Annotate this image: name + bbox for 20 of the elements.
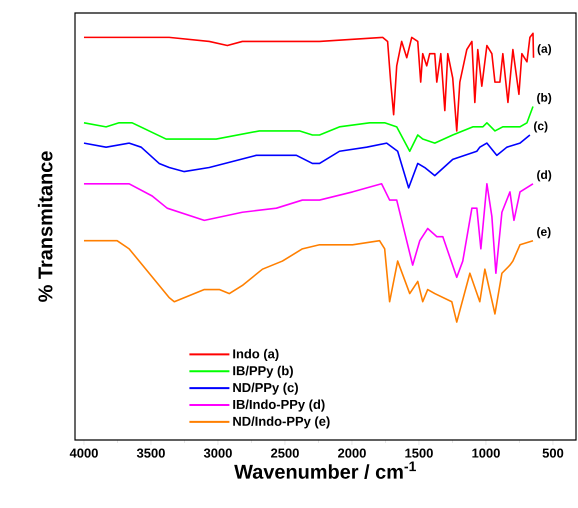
x-axis-title: Wavenumber / cm$^{-1}$: [234, 462, 416, 480]
y-axis-title: % Transmitance: [38, 151, 52, 302]
legend-label: IB/PPy (b): [233, 366, 293, 378]
x-tick-label: 500: [542, 448, 564, 458]
x-tick-label: 1000: [472, 448, 500, 458]
legend-label: Indo (a): [233, 348, 279, 361]
x-tick-label: 3000: [204, 448, 232, 458]
x-tick-label: 2500: [271, 448, 299, 458]
x-tick-label: 4000: [70, 448, 98, 458]
x-tick-label: 3500: [136, 448, 165, 458]
annotation: (a): [538, 44, 552, 56]
x-tick-label: 2000: [338, 448, 366, 458]
annotation: (d): [537, 170, 552, 182]
legend-label: IB/Indo-PPy (d): [233, 400, 325, 412]
legend-label: ND/PPy (c): [233, 382, 298, 395]
legend-label: ND/Indo-PPy (e): [233, 416, 330, 428]
x-tick-label: 1500: [405, 448, 433, 458]
annotation: (b): [537, 92, 552, 104]
annotation: (e): [537, 227, 551, 238]
annotation: (c): [534, 121, 548, 133]
